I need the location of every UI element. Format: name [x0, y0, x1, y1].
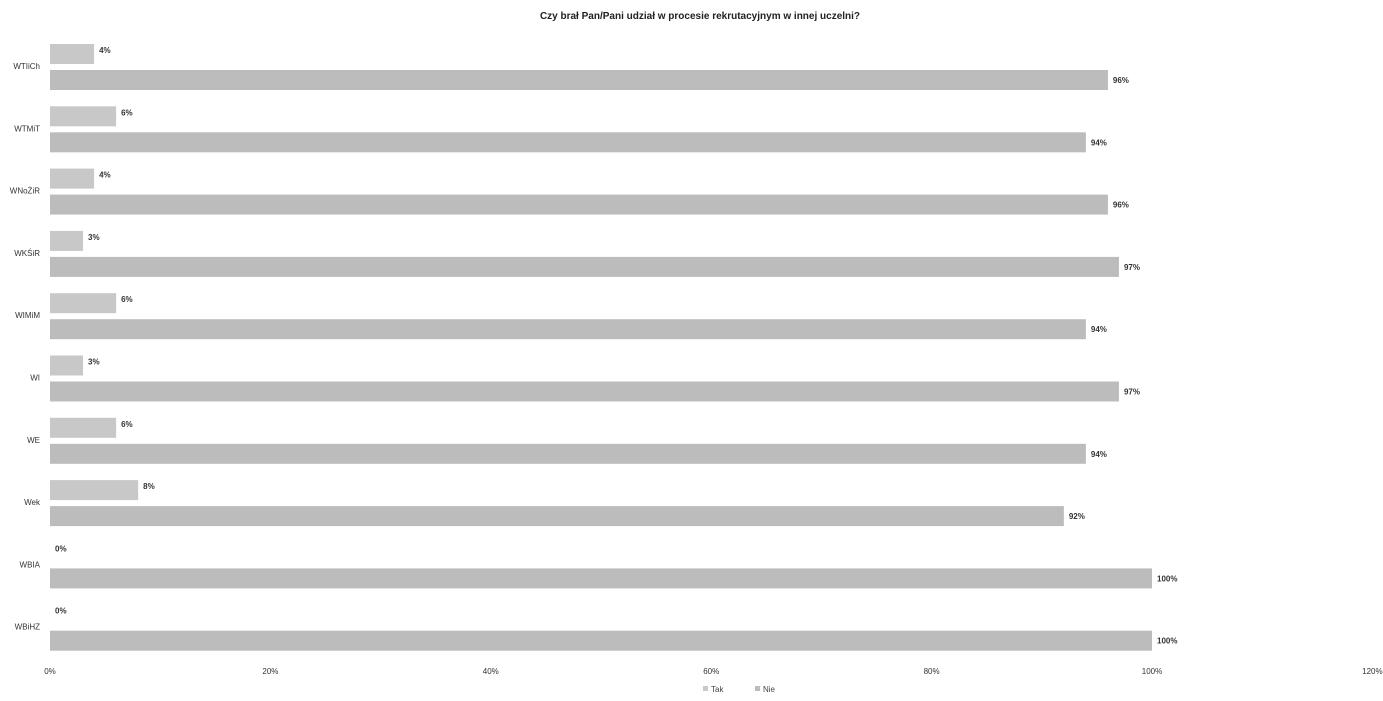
data-label: 6% [121, 295, 133, 304]
data-label: 6% [121, 420, 133, 429]
bar-nie [50, 194, 1108, 215]
legend-label: Nie [763, 685, 776, 694]
bar-nie [50, 70, 1108, 90]
category-label: WE [27, 436, 40, 445]
data-label: 100% [1157, 574, 1177, 583]
bar-tak [50, 168, 95, 189]
x-axis-ticks: 0% 20% 40% 60% 80% 100% 120% [44, 667, 1382, 676]
data-label: 97% [1124, 388, 1140, 397]
category-label: WI [30, 374, 40, 383]
bar-nie [50, 256, 1119, 277]
legend-swatch [703, 686, 708, 691]
bar-tak [50, 417, 117, 438]
bar-nie [50, 319, 1086, 340]
legend: Tak Nie [703, 685, 776, 694]
x-tick-label: 120% [1362, 667, 1382, 676]
bar-tak [50, 106, 117, 127]
data-label: 3% [88, 358, 100, 367]
category-label: WTIiCh [13, 62, 40, 71]
category-label: WBiHZ [15, 623, 40, 632]
bar-tak [50, 355, 84, 376]
legend-swatch [755, 686, 760, 691]
data-label: 0% [55, 607, 67, 616]
data-label: 6% [121, 108, 133, 117]
category-label: WNoŻiR [10, 187, 40, 196]
bar-tak [50, 480, 139, 501]
category-label: WTMiT [14, 124, 40, 133]
data-label: 4% [99, 46, 111, 55]
chart-title: Czy brał Pan/Pani udział w procesie rekr… [540, 11, 860, 22]
bars-layer: 4% 96% 6% 94% 4% 96% 3% 97% 6% 94% 3% 97% 6% 94% 8% 92%… [50, 44, 1177, 651]
category-label: WBIA [20, 560, 41, 569]
data-label: 94% [1091, 138, 1107, 147]
data-label: 100% [1157, 637, 1177, 646]
data-label: 0% [55, 544, 67, 553]
data-label: 96% [1113, 201, 1129, 210]
x-tick-label: 80% [924, 667, 940, 676]
x-tick-label: 60% [703, 667, 719, 676]
x-tick-label: 40% [483, 667, 499, 676]
x-tick-label: 0% [44, 667, 56, 676]
x-tick-label: 100% [1142, 667, 1162, 676]
data-label: 97% [1124, 263, 1140, 272]
bar-tak [50, 44, 95, 64]
data-label: 94% [1091, 325, 1107, 334]
bar-nie [50, 506, 1064, 527]
bar-nie [50, 443, 1086, 464]
bar-nie [50, 568, 1152, 589]
category-label: WIMiM [15, 311, 40, 320]
category-label: WKŚiR [14, 249, 40, 258]
category-label: Wek [24, 498, 41, 507]
bar-nie [50, 630, 1152, 651]
category-labels: WTIiCh WTMiT WNoŻiR WKŚiR WIMiM WI WE Wek WBIA WB… [10, 62, 41, 632]
data-label: 8% [143, 482, 155, 491]
legend-label: Tak [711, 685, 724, 694]
data-label: 4% [99, 171, 111, 180]
bar-nie [50, 381, 1119, 402]
data-label: 3% [88, 233, 100, 242]
x-tick-label: 20% [262, 667, 278, 676]
data-label: 96% [1113, 76, 1129, 85]
bar-tak [50, 293, 117, 314]
bar-nie [50, 132, 1086, 153]
data-label: 92% [1069, 512, 1085, 521]
data-label: 94% [1091, 450, 1107, 459]
bar-tak [50, 230, 84, 251]
